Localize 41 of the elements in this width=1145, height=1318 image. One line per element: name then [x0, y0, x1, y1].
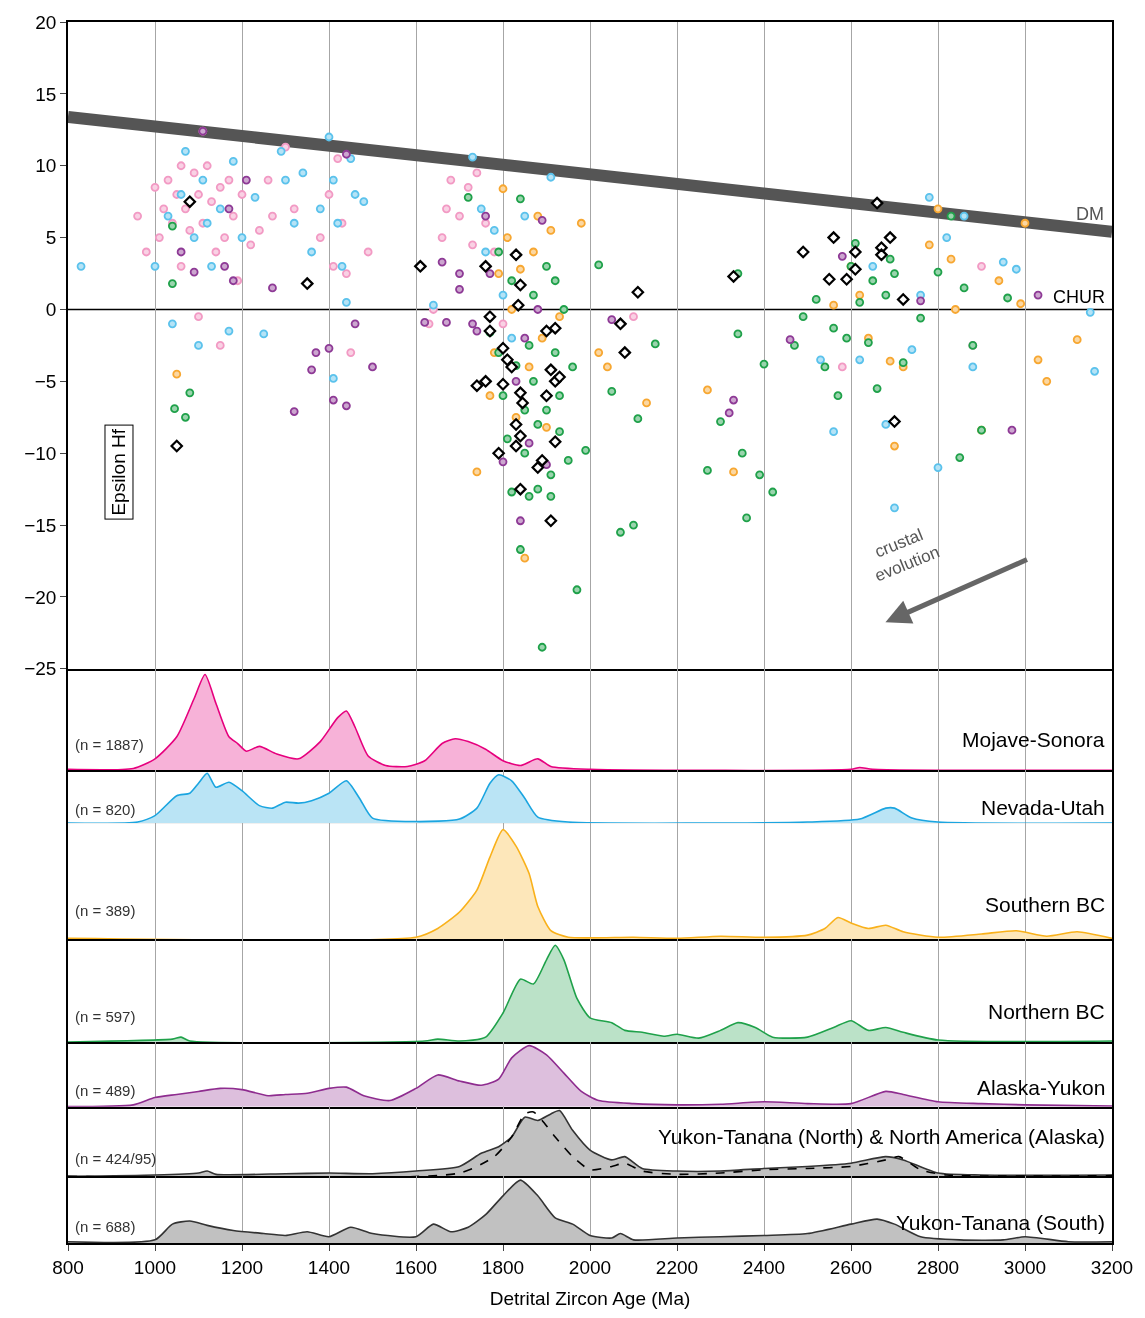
series-label: Yukon-Tanana (South) — [896, 1211, 1105, 1234]
annotation: (n = 688) — [75, 1218, 136, 1235]
ref-line-label: CHUR — [1053, 287, 1105, 307]
x-axis-title: Detrital Zircon Age (Ma) — [489, 1287, 691, 1309]
annotation: (n = 389) — [75, 902, 136, 919]
series-label: Alaska-Yukon — [977, 1076, 1106, 1099]
annotation: (n = 424/95) — [75, 1150, 157, 1167]
y-tick-label: 5 — [45, 227, 57, 249]
x-tick-label: 1200 — [220, 1256, 264, 1278]
y-tick-label: 0 — [45, 299, 57, 321]
x-tick-label: 2000 — [568, 1256, 612, 1278]
x-tick-label: 3000 — [1003, 1256, 1047, 1278]
y-tick-label: 10 — [35, 155, 57, 177]
y-tick-label: 20 — [35, 11, 57, 33]
series-label: Southern BC — [985, 893, 1106, 916]
x-tick-label: 2400 — [742, 1256, 786, 1278]
x-tick-label: 1800 — [481, 1256, 525, 1278]
series-label: Nevada-Utah — [981, 796, 1105, 819]
annotation: (n = 489) — [75, 1082, 136, 1099]
series-label: Mojave-Sonora — [962, 728, 1105, 751]
x-tick-label: 2200 — [655, 1256, 699, 1278]
x-tick-label: 1600 — [394, 1256, 438, 1278]
x-tick-label: 1400 — [307, 1256, 351, 1278]
y-tick-label: −20 — [24, 586, 57, 608]
x-tick-label: 3200 — [1090, 1256, 1134, 1278]
series-label: Northern BC — [988, 1000, 1105, 1023]
series-label: DM — [1076, 204, 1104, 224]
x-tick-label: 1000 — [133, 1256, 177, 1278]
y-tick-label: −10 — [24, 442, 57, 464]
y-tick-label: −15 — [24, 514, 57, 536]
y-tick-label: −25 — [24, 658, 57, 680]
annotation: (n = 820) — [75, 801, 136, 818]
text: Yukon-Tanana (North) & North America (Alaska) — [658, 1125, 1106, 1148]
x-tick-label: 2800 — [916, 1256, 960, 1278]
annotation: (n = 1887) — [75, 736, 144, 753]
x-tick-label: 2600 — [829, 1256, 873, 1278]
y-tick-label: −5 — [34, 371, 57, 392]
x-tick-label: 800 — [52, 1256, 84, 1278]
annotation: (n = 597) — [75, 1008, 136, 1025]
y-axis-title: Epsilon Hf — [108, 428, 130, 516]
y-tick-label: 15 — [35, 83, 57, 105]
